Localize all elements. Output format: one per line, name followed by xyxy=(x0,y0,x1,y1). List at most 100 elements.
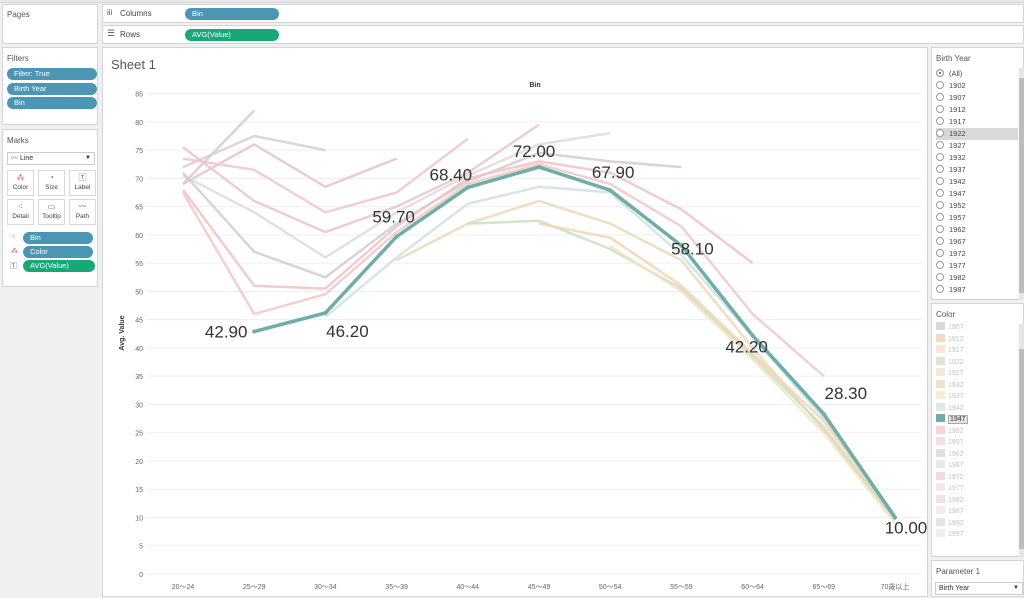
filter-pill-bin[interactable]: Bin xyxy=(7,97,97,109)
birth-year-option[interactable]: 1922 xyxy=(936,128,1018,140)
rows-shelf[interactable]: ☰ Rows AVG(Value) xyxy=(102,25,1024,44)
marks-pill-bin[interactable]: Bin xyxy=(23,232,93,244)
columns-shelf[interactable]: iii Columns Bin xyxy=(102,4,1024,23)
birth-year-option[interactable]: 1967 xyxy=(936,236,1018,248)
radio-icon[interactable] xyxy=(936,261,944,269)
color-legend-item[interactable]: 1987 xyxy=(936,506,964,518)
birth-year-option-label: 1922 xyxy=(949,129,966,138)
radio-icon[interactable] xyxy=(936,249,944,257)
birth-year-option[interactable]: (All) xyxy=(936,68,1018,80)
color-legend-item[interactable]: 1982 xyxy=(936,494,964,507)
radio-icon[interactable] xyxy=(936,213,944,221)
radio-icon[interactable] xyxy=(936,177,944,185)
data-label: 68.40 xyxy=(430,165,473,184)
birth-year-option[interactable]: 1942 xyxy=(936,176,1018,188)
filter-pill-filter-true[interactable]: Filter: True xyxy=(7,68,97,80)
color-legend-item[interactable]: 1957 xyxy=(936,437,964,449)
color-legend-item[interactable]: 1917 xyxy=(936,345,964,357)
x-tick-label: 70歳以上 xyxy=(881,582,910,591)
color-legend-label: 1912 xyxy=(948,335,964,343)
birth-year-option[interactable]: 1912 xyxy=(936,104,1018,116)
radio-icon[interactable] xyxy=(936,285,944,293)
radio-icon[interactable] xyxy=(936,225,944,233)
radio-icon[interactable] xyxy=(936,153,944,161)
color-legend-item[interactable]: 1977 xyxy=(936,483,964,495)
radio-icon[interactable] xyxy=(936,105,944,113)
birth-year-option-label: 1957 xyxy=(949,213,966,222)
radio-icon[interactable] xyxy=(936,237,944,245)
radio-icon[interactable] xyxy=(936,81,944,89)
color-legend-item[interactable]: 1967 xyxy=(936,460,964,472)
rows-pill-avg-value[interactable]: AVG(Value) xyxy=(185,29,279,41)
parameter-dropdown[interactable]: Birth Year ▼ xyxy=(935,582,1023,595)
x-tick-label: 35～39 xyxy=(385,584,408,591)
color-legend-item[interactable]: 1932 xyxy=(936,379,964,392)
tooltip-mark-button[interactable]: ▭ Tooltip xyxy=(38,199,65,225)
color-legend-scroll-thumb[interactable] xyxy=(1019,349,1024,549)
x-tick-label: 40～44 xyxy=(457,584,480,591)
y-tick-label: 35 xyxy=(135,374,143,381)
detail-mark-button[interactable]: ⁖ Detail xyxy=(7,199,34,225)
color-legend-item[interactable]: 1962 xyxy=(936,448,964,461)
birth-year-option[interactable]: 1962 xyxy=(936,224,1018,236)
color-legend-item[interactable]: 1942 xyxy=(936,402,964,415)
birth-year-option[interactable]: 1947 xyxy=(936,188,1018,200)
series-line-1937 xyxy=(181,160,754,290)
radio-icon[interactable] xyxy=(936,93,944,101)
color-legend-item[interactable]: 1992 xyxy=(936,517,964,530)
color-mark-button[interactable]: ⁂ Color xyxy=(7,170,34,196)
birth-year-option[interactable]: 1937 xyxy=(936,164,1018,176)
x-tick-label: 65～69 xyxy=(813,584,836,591)
filters-pane: Filters Filter: True Birth Year Bin xyxy=(2,47,98,125)
color-legend-label: 1942 xyxy=(948,404,964,412)
birth-year-option[interactable]: 1927 xyxy=(936,140,1018,152)
x-tick-label: 25～29 xyxy=(243,584,266,591)
size-mark-button[interactable]: ◔ Size xyxy=(38,170,65,196)
series-line-1917 xyxy=(182,137,469,214)
color-legend-item[interactable]: 1937 xyxy=(936,391,964,403)
path-mark-button[interactable]: 〰 Path xyxy=(69,199,96,225)
birth-year-option[interactable]: 1952 xyxy=(936,200,1018,212)
color-legend-item[interactable]: 1907 xyxy=(936,322,964,334)
birth-year-option[interactable]: 1987 xyxy=(936,284,1018,296)
birth-year-filter-card: Birth Year (All) 1902 1907 1912 1917 1922 1927… xyxy=(931,47,1024,300)
birth-year-option[interactable]: 1907 xyxy=(936,92,1018,104)
color-legend-item[interactable]: 1952 xyxy=(936,425,964,438)
data-label: 42.20 xyxy=(725,337,768,356)
color-legend-label: 1922 xyxy=(948,358,964,366)
radio-icon[interactable] xyxy=(936,69,944,77)
birth-year-option-label: 1927 xyxy=(949,141,966,150)
birth-year-option-label: 1912 xyxy=(949,105,966,114)
data-point xyxy=(394,234,399,239)
color-legend-item[interactable]: 1972 xyxy=(936,471,964,484)
filter-pill-birth-year[interactable]: Birth Year xyxy=(7,83,97,95)
color-legend-item[interactable]: 1947 xyxy=(936,414,968,426)
columns-pill-bin[interactable]: Bin xyxy=(185,8,279,20)
birth-year-option[interactable]: 1917 xyxy=(936,116,1018,128)
birth-year-option[interactable]: 1957 xyxy=(936,212,1018,224)
label-mark-button[interactable]: 🅃 Label xyxy=(69,170,96,196)
detail-button-label: Detail xyxy=(12,213,29,220)
marks-pill-color[interactable]: Color xyxy=(23,246,93,258)
marks-pill-avg-value[interactable]: AVG(Value) xyxy=(23,260,95,272)
birth-year-option[interactable]: 1902 xyxy=(936,80,1018,92)
radio-icon[interactable] xyxy=(936,189,944,197)
birth-year-option[interactable]: 1977 xyxy=(936,260,1018,272)
color-legend-item[interactable]: 1922 xyxy=(936,356,964,369)
birth-year-scrollbar[interactable] xyxy=(1019,68,1024,300)
birth-year-scroll-thumb[interactable] xyxy=(1019,78,1024,293)
radio-icon[interactable] xyxy=(936,201,944,209)
radio-icon[interactable] xyxy=(936,165,944,173)
radio-icon[interactable] xyxy=(936,117,944,125)
mark-type-dropdown[interactable]: 〰 Line ▼ xyxy=(7,152,95,165)
birth-year-option[interactable]: 1972 xyxy=(936,248,1018,260)
radio-icon[interactable] xyxy=(936,141,944,149)
color-legend-item[interactable]: 1927 xyxy=(936,368,964,380)
color-legend-scrollbar[interactable] xyxy=(1019,324,1024,557)
radio-icon[interactable] xyxy=(936,129,944,137)
birth-year-option[interactable]: 1932 xyxy=(936,152,1018,164)
birth-year-option[interactable]: 1982 xyxy=(936,272,1018,284)
color-legend-item[interactable]: 1997 xyxy=(936,529,964,541)
radio-icon[interactable] xyxy=(936,273,944,281)
color-legend-item[interactable]: 1912 xyxy=(936,333,964,346)
